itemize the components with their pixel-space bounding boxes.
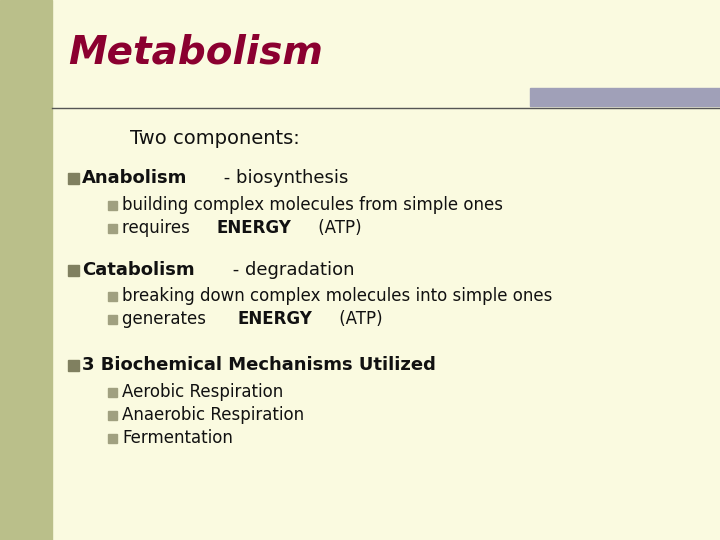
Text: Two components:: Two components: <box>130 129 300 147</box>
Bar <box>108 224 117 233</box>
Text: generates: generates <box>122 310 211 328</box>
Text: Metabolism: Metabolism <box>68 33 323 71</box>
Text: breaking down complex molecules into simple ones: breaking down complex molecules into sim… <box>122 287 552 305</box>
Text: Anabolism: Anabolism <box>82 169 187 187</box>
Bar <box>0 0 52 540</box>
Bar <box>108 292 117 300</box>
Text: - degradation: - degradation <box>228 261 355 279</box>
Text: Aerobic Respiration: Aerobic Respiration <box>122 383 283 401</box>
Bar <box>68 360 79 370</box>
Text: ENERGY: ENERGY <box>237 310 312 328</box>
Text: Fermentation: Fermentation <box>122 429 233 447</box>
Text: (ATP): (ATP) <box>334 310 382 328</box>
Bar <box>108 200 117 210</box>
Bar <box>108 314 117 323</box>
Bar <box>68 172 79 184</box>
Text: (ATP): (ATP) <box>313 219 361 237</box>
Bar <box>108 410 117 420</box>
Text: requires: requires <box>122 219 195 237</box>
Text: Anaerobic Respiration: Anaerobic Respiration <box>122 406 304 424</box>
Text: ENERGY: ENERGY <box>216 219 291 237</box>
Text: building complex molecules from simple ones: building complex molecules from simple o… <box>122 196 503 214</box>
Bar <box>530 88 720 106</box>
Bar <box>108 388 117 396</box>
Bar <box>108 434 117 442</box>
Bar <box>68 265 79 275</box>
Text: Catabolism: Catabolism <box>82 261 194 279</box>
Text: - biosynthesis: - biosynthesis <box>218 169 348 187</box>
Text: 3 Biochemical Mechanisms Utilized: 3 Biochemical Mechanisms Utilized <box>82 356 436 374</box>
